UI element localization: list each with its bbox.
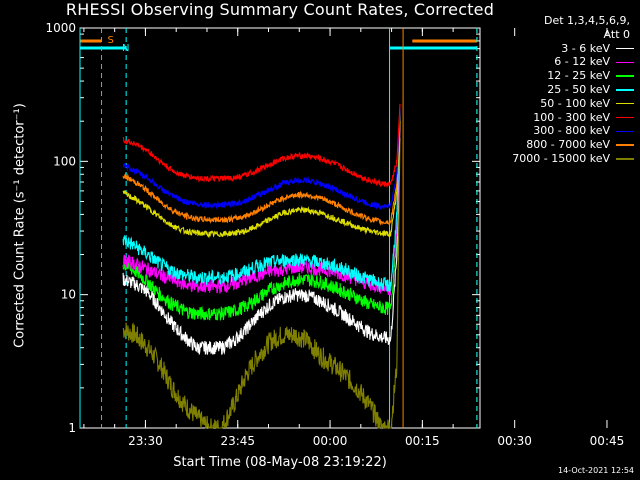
series-line	[122, 110, 401, 226]
legend-label: 7000 - 15000 keV	[512, 151, 610, 165]
legend-label: 25 - 50 keV	[547, 82, 610, 96]
y-axis-label: Corrected Count Rate (s⁻¹ detector⁻¹)	[12, 103, 28, 348]
legend-header-line-2: Att 0	[603, 27, 630, 41]
legend-item: 300 - 800 keV	[478, 124, 638, 138]
marker-label: N	[122, 43, 129, 54]
x-tick-label: 00:45	[590, 434, 625, 448]
series-line	[122, 113, 401, 293]
legend-swatch	[616, 116, 634, 119]
series-line	[122, 108, 401, 211]
y-tick-label: 100	[53, 154, 76, 168]
legend-item: 6 - 12 keV	[478, 55, 638, 69]
legend-swatch	[616, 75, 634, 77]
x-tick-label: 00:15	[405, 434, 440, 448]
legend-item: 100 - 300 keV	[478, 111, 638, 125]
legend-header-line-1: Det 1,3,4,5,6,9,	[543, 14, 630, 27]
x-tick-label: 00:30	[497, 434, 532, 448]
y-tick-label: 10	[61, 288, 76, 302]
legend-item: 3 - 6 keV	[478, 42, 638, 56]
x-tick-label: 00:00	[313, 434, 348, 448]
legend-label: 100 - 300 keV	[533, 110, 610, 124]
legend: Det 1,3,4,5,6,9, Att 0 3 - 6 keV 6 - 12 k…	[478, 14, 638, 166]
series-line	[122, 108, 401, 321]
chart-title: RHESSI Observing Summary Count Rates, Co…	[65, 0, 495, 19]
legend-label: 3 - 6 keV	[561, 41, 610, 55]
series-line	[122, 137, 401, 430]
x-tick-label: 23:30	[128, 434, 163, 448]
legend-item: 12 - 25 keV	[478, 69, 638, 83]
legend-item: 25 - 50 keV	[478, 83, 638, 97]
timestamp: 14-Oct-2021 12:54	[558, 466, 634, 475]
x-tick-label: 23:45	[220, 434, 255, 448]
marker-label: S	[108, 35, 114, 46]
legend-label: 6 - 12 keV	[554, 55, 610, 69]
legend-label: 12 - 25 keV	[547, 69, 610, 83]
legend-swatch	[616, 102, 634, 105]
legend-swatch	[616, 47, 634, 50]
series-line	[122, 121, 401, 239]
legend-item: 7000 - 15000 keV	[478, 152, 638, 166]
y-tick-label: 1000	[45, 21, 76, 35]
legend-item: 50 - 100 keV	[478, 97, 638, 111]
legend-swatch	[616, 61, 634, 64]
legend-label: 800 - 7000 keV	[526, 138, 610, 152]
legend-item: 800 - 7000 keV	[478, 138, 638, 152]
y-tick-label: 1	[68, 421, 76, 435]
series-line	[122, 121, 401, 355]
series-line	[122, 103, 401, 189]
plot-frame	[79, 27, 481, 429]
legend-label: 50 - 100 keV	[540, 96, 610, 110]
legend-label: 300 - 800 keV	[533, 124, 610, 138]
legend-swatch	[616, 130, 634, 133]
x-axis-label: Start Time (08-May-08 23:19:22)	[173, 455, 387, 470]
legend-swatch	[616, 158, 634, 160]
legend-swatch	[616, 144, 634, 146]
legend-swatch	[616, 89, 634, 91]
